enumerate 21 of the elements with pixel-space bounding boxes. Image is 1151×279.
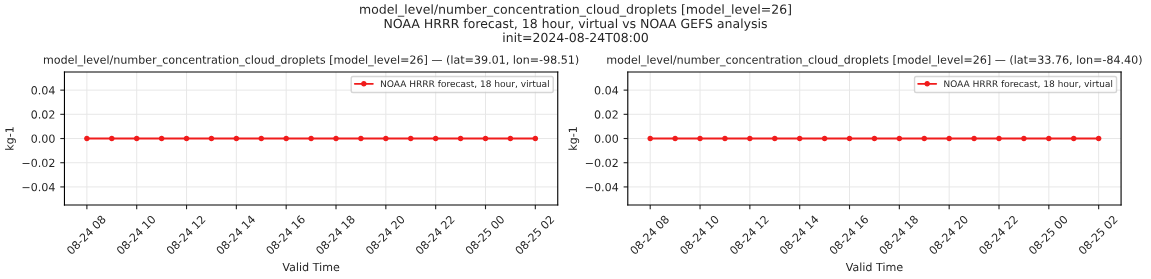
text: model_level/number_concentration_cloud_droplets [model_level=26] <box>360 4 791 17</box>
y-tick-label: 0.04 <box>594 86 619 95</box>
y-tick-label: −0.04 <box>22 182 55 192</box>
y-tick-label: −0.02 <box>585 158 618 168</box>
y-tick-label: 0.00 <box>31 134 55 143</box>
legend-label: NOAA HRRR forecast, 18 hour, virtual <box>944 80 1113 89</box>
y-tick-label: −0.04 <box>585 182 619 192</box>
y-tick-label: 0.02 <box>31 110 55 119</box>
y-axis-title: kg-1 <box>568 127 580 150</box>
y-tick-label: 0.02 <box>594 110 618 119</box>
x-axis-title: Valid Time <box>282 262 340 272</box>
y-axis-title: kg-1 <box>5 127 16 150</box>
y-tick-label: −0.02 <box>22 158 55 168</box>
legend-label: NOAA HRRR forecast, 18 hour, virtual <box>380 80 549 89</box>
chart-title: model_level/number_concentration_cloud_droplets [model_level=26] — (lat=33.76, lon=-84.40) <box>607 55 1142 67</box>
chart-title: model_level/number_concentration_cloud_droplets [model_level=26] — (lat=39.01, lon=-98.51) <box>43 55 579 67</box>
text: init=2024-08-24T08:00 <box>503 32 648 43</box>
y-tick-label: 0.04 <box>31 86 55 95</box>
text: NOAA HRRR forecast, 18 hour, virtual vs NOAA GEFS analysis <box>384 18 767 31</box>
y-tick-label: 0.00 <box>594 134 619 143</box>
x-axis-title: Valid Time <box>845 262 903 272</box>
